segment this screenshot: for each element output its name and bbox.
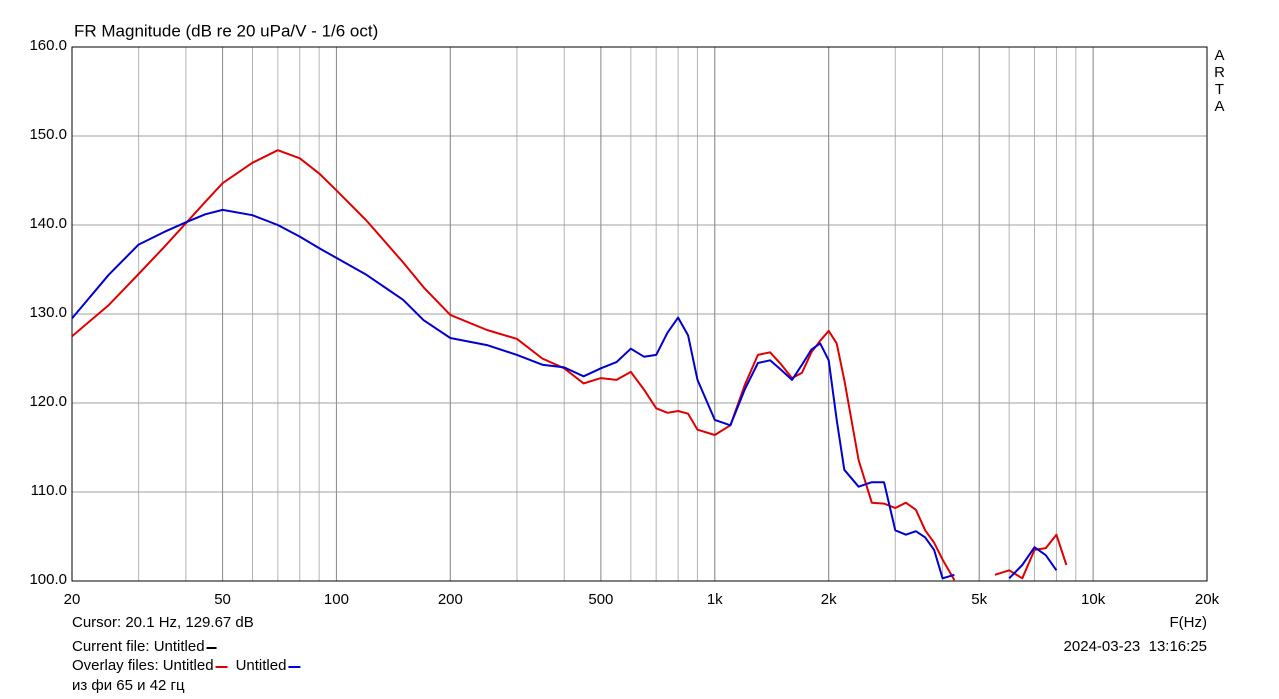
- plot-frame: [71, 46, 1208, 582]
- x-tick-label: 5k: [971, 591, 987, 608]
- grid: [71, 46, 1208, 582]
- timestamp: 2024-03-23 13:16:25: [1064, 638, 1207, 655]
- x-tick-label: 100: [324, 591, 349, 608]
- watermark: ARTA: [1211, 47, 1228, 115]
- y-tick-label: 140.0: [29, 215, 67, 232]
- x-tick-label: 200: [438, 591, 463, 608]
- overlay-label: Overlay files:: [72, 657, 159, 674]
- x-tick-label: 10k: [1081, 591, 1106, 608]
- y-tick-label: 120.0: [29, 393, 67, 410]
- current-file: Current file: Untitled: [72, 638, 205, 655]
- x-tick-label: 500: [588, 591, 613, 608]
- legend-label: Untitled: [163, 657, 214, 674]
- y-tick-label: 130.0: [29, 304, 67, 321]
- x-axis-label: F(Hz): [1170, 614, 1208, 631]
- x-tick-label: 1k: [707, 591, 723, 608]
- x-tick-label: 2k: [821, 591, 837, 608]
- cursor-readout: Cursor: 20.1 Hz, 129.67 dB: [72, 614, 254, 631]
- chart-title: FR Magnitude (dB re 20 uPa/V - 1/6 oct): [74, 21, 378, 40]
- x-tick-label: 20k: [1195, 591, 1220, 608]
- y-tick-label: 150.0: [29, 126, 67, 143]
- x-tick-label: 50: [214, 591, 231, 608]
- note: из фи 65 и 42 гц: [72, 677, 185, 694]
- y-tick-label: 160.0: [29, 37, 67, 54]
- series-line: [72, 208, 1058, 580]
- y-tick-label: 110.0: [31, 482, 67, 499]
- y-tick-label: 100.0: [29, 571, 67, 588]
- series-line: [72, 149, 1068, 581]
- legend-label: Untitled: [236, 657, 287, 674]
- x-tick-label: 20: [64, 591, 81, 608]
